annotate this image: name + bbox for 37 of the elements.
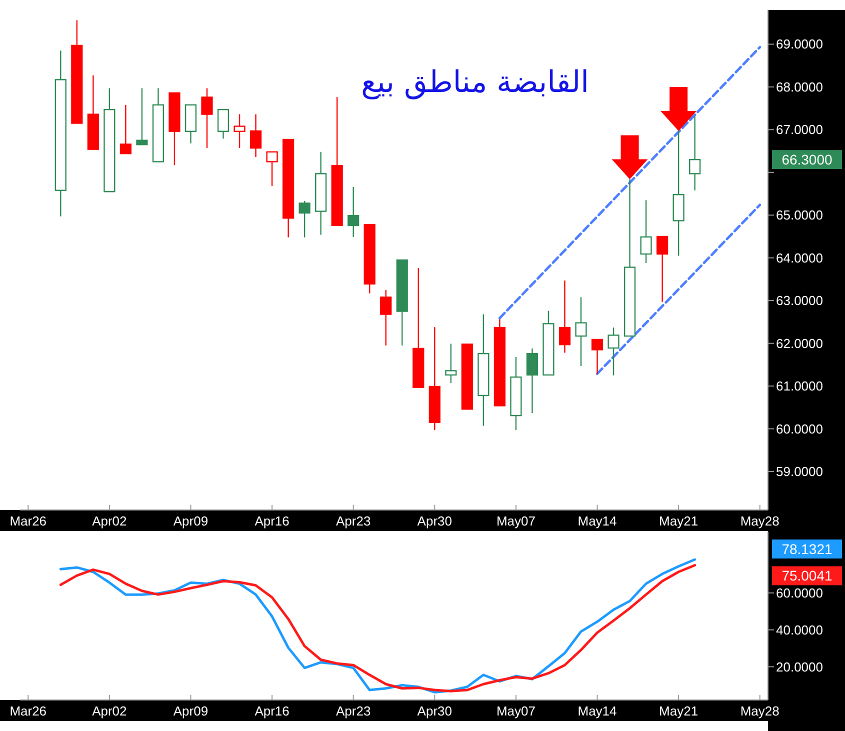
x-tick-label: Mar26 (10, 704, 47, 718)
x-tick-label: May28 (740, 514, 780, 528)
x-tick-label: May07 (496, 514, 536, 528)
x-tick-label: Apr09 (173, 514, 208, 528)
x-tick-label: May28 (740, 704, 780, 718)
y-tick-label: 68.0000 (776, 79, 823, 94)
x-tick-label: Apr09 (173, 704, 208, 718)
y-tick-label: 40.0000 (776, 622, 823, 638)
y-tick-label: 64.0000 (776, 250, 823, 266)
x-tick-label: Apr30 (417, 704, 452, 718)
text: 66.3000 (782, 152, 833, 168)
x-tick-label: Apr16 (254, 704, 290, 718)
x-tick-label: Apr02 (92, 704, 127, 718)
text: 75.0041 (782, 568, 833, 584)
x-tick-label: Apr23 (336, 514, 371, 528)
x-tick-label: Apr30 (417, 514, 452, 528)
x-tick-label: May21 (659, 704, 698, 718)
y-tick-label: 62.0000 (776, 336, 823, 351)
y-tick-label: 63.0000 (776, 293, 823, 308)
text: 78.1321 (782, 541, 833, 558)
y-tick-label: 61.0000 (776, 378, 823, 394)
y-tick-label: 65.0000 (776, 208, 823, 223)
x-tick-label: Apr23 (336, 704, 371, 718)
y-tick-label: 20.0000 (776, 659, 823, 674)
x-tick-label: May14 (578, 704, 617, 718)
y-tick-label: 60.0000 (776, 585, 823, 600)
x-tick-label: Apr16 (254, 514, 290, 528)
text: القابضة مناطق بيع (361, 65, 589, 100)
x-tick-label: Mar26 (10, 514, 47, 528)
y-tick-label: 67.0000 (776, 122, 823, 138)
x-tick-label: May21 (659, 514, 698, 528)
y-tick-label: 59.0000 (776, 464, 823, 480)
x-tick-label: May07 (496, 704, 536, 718)
x-tick-label: May14 (578, 514, 617, 528)
y-tick-label: 60.0000 (776, 421, 823, 436)
x-tick-label: Apr02 (92, 514, 127, 528)
y-tick-label: 69.0000 (776, 36, 823, 52)
